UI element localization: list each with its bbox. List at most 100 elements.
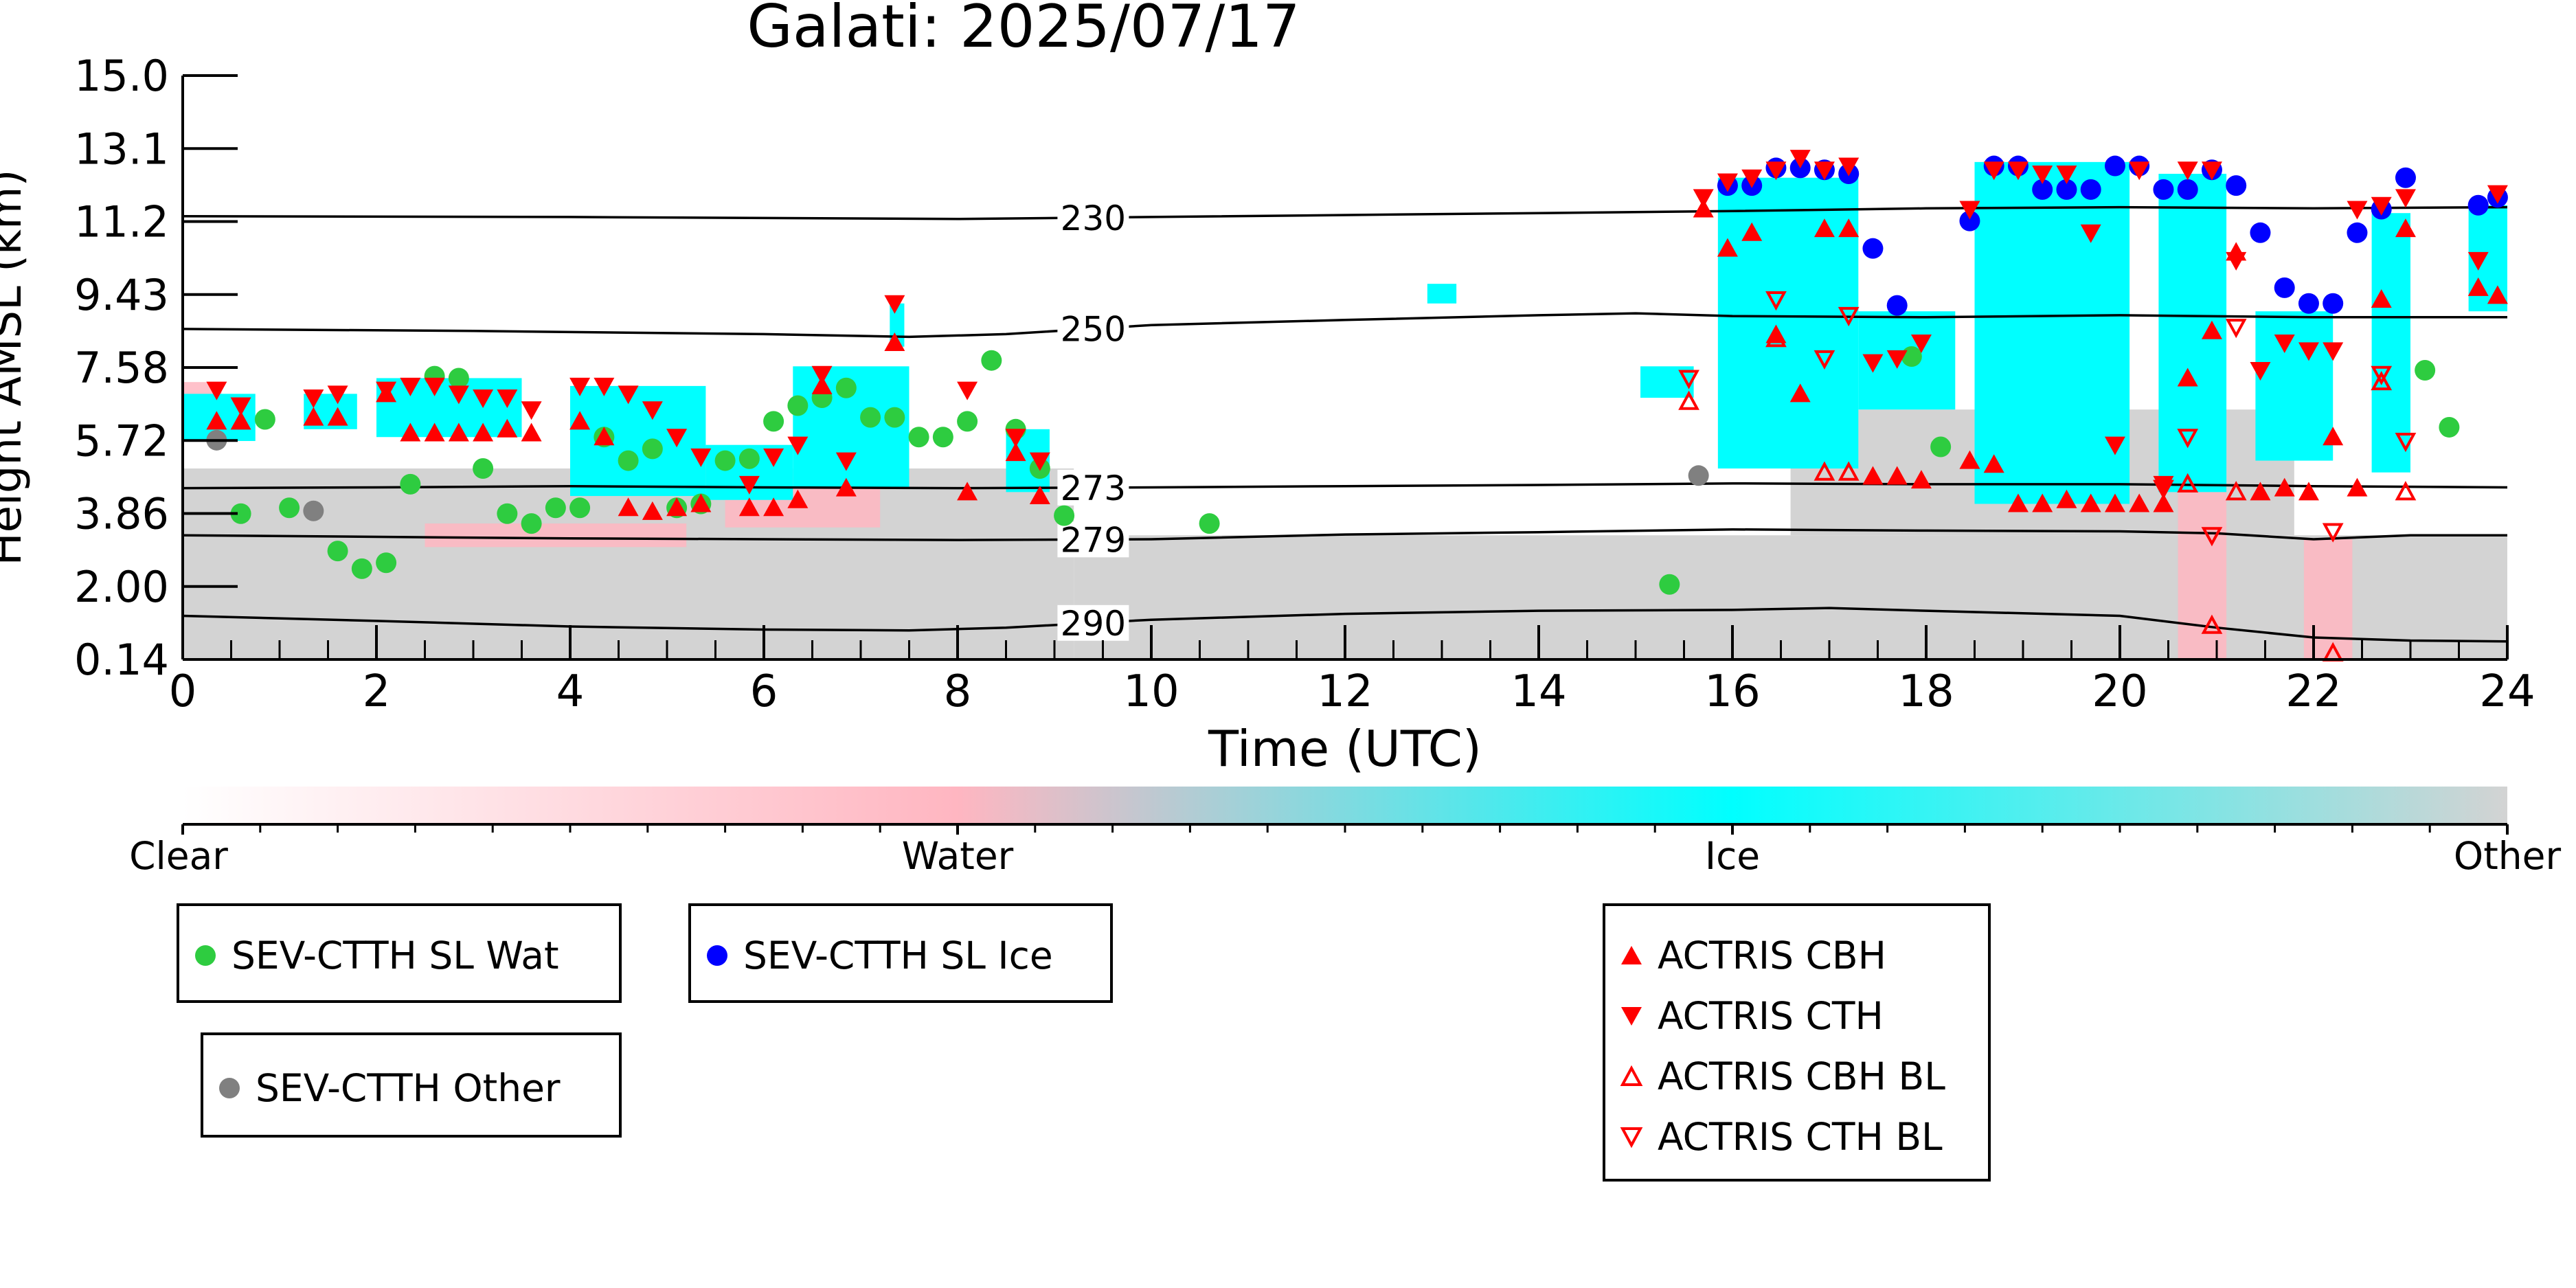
marker-actris-cbh [957,482,978,501]
marker-actris-cth-bl [2153,479,2174,499]
marker-actris-cth [2347,201,2368,220]
contour-label: 250 [1061,309,1126,349]
legend-actris: ACTRIS CBH ACTRIS CTH ACTRIS CBH BL ACTR… [1603,903,1991,1182]
marker-actris-cth [327,385,348,405]
marker-actris-cbh [2153,493,2174,512]
marker-actris-cbh [763,497,784,517]
legend-label: SEV-CTTH Other [256,1066,561,1110]
triangle-up-open-marker-icon [1620,1065,1643,1086]
marker-sev-ctth-sl-ice [2347,222,2368,243]
marker-actris-cth [957,381,978,400]
contour-label-bg [1057,605,1129,641]
marker-actris-cbh [1741,222,1763,241]
marker-actris-cth-bl [1838,306,1860,327]
x-tick-label: 22 [2285,666,2341,717]
triangle-down-marker-icon [1621,1007,1642,1026]
marker-sev-ctth-sl-wat [957,411,978,432]
marker-actris-cbh [2250,482,2271,501]
marker-actris-cth [2201,161,2222,181]
marker-actris-cbh [787,489,809,508]
marker-actris-cth-bl [2225,319,2247,339]
contour-line-290 [183,607,2507,643]
colorbar-label-ice: Ice [1705,834,1760,878]
marker-sev-ctth-sl-wat [545,497,566,519]
marker-actris-cth [497,389,518,409]
x-tick-label: 12 [1317,666,1372,717]
marker-sev-ctth-sl-wat [787,395,809,416]
x-tick-label: 4 [556,666,585,717]
marker-sev-ctth-sl-ice [2226,175,2247,196]
marker-actris-cth [618,385,639,405]
cloud-region-ice [1974,161,2130,504]
marker-sev-ctth-sl-ice [2080,179,2101,200]
marker-actris-cbh [1983,454,2004,473]
colorbar-gradient [183,787,2507,824]
marker-actris-cth [690,448,712,467]
marker-actris-cbh [1886,466,1908,485]
marker-actris-cth [2226,251,2247,271]
legend-item-sev-ice: SEV-CTTH SL Ice [705,934,1053,978]
marker-actris-cbh [2007,493,2029,512]
legend-sev-wat: SEV-CTTH SL Wat [177,903,622,1003]
marker-actris-cth [448,385,469,405]
marker-actris-cbh [1862,466,1884,485]
marker-actris-cth [230,397,251,416]
marker-actris-cbh-bl [2371,370,2393,391]
marker-sev-ctth-sl-wat [448,368,469,389]
marker-actris-cth [2298,342,2319,361]
marker-sev-ctth-sl-wat [618,450,639,471]
marker-actris-cbh [2347,477,2368,497]
marker-actris-cbh [2056,489,2077,508]
marker-sev-ctth-other [1688,465,1709,486]
marker-sev-ctth-sl-ice [2177,179,2198,200]
x-axis-label: Time (UTC) [1208,720,1482,778]
marker-sev-ctth-sl-wat [1054,505,1075,526]
chart-title: Galati: 2025/07/17 [747,0,1300,61]
marker-actris-cth [666,429,688,448]
cloud-height-markers [206,150,2508,662]
contour-label: 279 [1061,520,1126,560]
contour-line-230 [183,205,2507,221]
marker-actris-cth [1765,161,1787,181]
marker-sev-ctth-sl-ice [2250,222,2271,243]
marker-actris-cth [2371,196,2392,216]
colorbar-ticks [181,824,2509,835]
x-tick-label: 18 [1898,666,1954,717]
marker-actris-cbh [1789,383,1811,403]
triangle-up-marker-icon [1621,946,1642,964]
cloud-region-other [1074,535,2507,659]
marker-actris-cbh [1717,238,1738,257]
marker-actris-cbh [303,407,324,426]
marker-actris-cbh-bl [1838,461,1860,481]
marker-actris-cth [303,389,324,409]
marker-actris-cth [835,452,857,471]
marker-actris-cth [1814,161,1835,181]
marker-actris-cbh [400,422,421,442]
y-tick-label: 5.72 [74,416,169,466]
marker-actris-cth [2274,334,2295,353]
marker-actris-cbh [569,411,591,430]
marker-sev-ctth-sl-wat [497,503,518,524]
marker-actris-cbh [1029,486,1050,505]
marker-actris-cbh [2298,482,2319,501]
marker-actris-cbh [473,422,494,442]
legend-item-sev-other: SEV-CTTH Other [217,1066,561,1110]
marker-sev-ctth-sl-ice [2395,167,2416,188]
marker-actris-cth [2056,166,2077,185]
marker-actris-cth [1838,157,1860,177]
marker-sev-ctth-sl-wat [738,448,760,469]
marker-sev-ctth-sl-wat [1199,513,1220,534]
marker-sev-ctth-sl-wat [714,450,736,471]
marker-actris-cbh [2032,493,2053,512]
legend-sev-other: SEV-CTTH Other [201,1032,622,1138]
marker-sev-ctth-sl-wat [1930,436,1952,457]
marker-actris-cth [521,401,542,420]
marker-actris-cbh [448,422,469,442]
marker-actris-cth [1717,173,1738,192]
marker-actris-cth [1959,201,1980,220]
cloud-region-water [2303,539,2353,659]
marker-actris-cth [2129,161,2150,181]
marker-sev-ctth-sl-wat [2439,416,2460,438]
y-tick-label: 7.58 [74,343,169,393]
triangle-down-open-marker-icon [1620,1127,1643,1149]
